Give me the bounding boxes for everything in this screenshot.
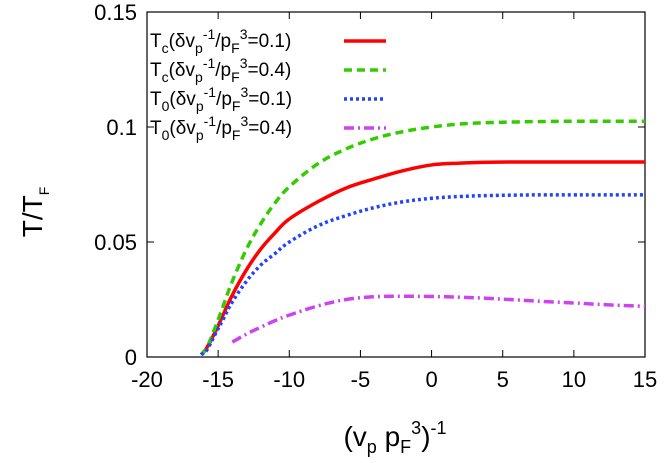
axis-ticks: -20 -15 -10 -5 0 5 10 15 0 0.05 0.1 0.15 xyxy=(94,0,657,392)
series-line-3 xyxy=(199,193,645,357)
plot-frame xyxy=(146,11,646,358)
x-axis-label: (vp pF3)-1 xyxy=(343,418,446,457)
x-tick-label: -10 xyxy=(273,367,305,392)
series-line-1 xyxy=(199,160,645,356)
legend-label-2: Tc(δvp-1/pF3=0.4) xyxy=(150,55,291,85)
y-tick-label: 0 xyxy=(125,345,137,370)
x-tick-label: 5 xyxy=(497,367,509,392)
y-tick-label: 0.05 xyxy=(94,230,137,255)
x-tick-label: 15 xyxy=(633,367,657,392)
legend-label-3: T0(δvp-1/pF3=0.1) xyxy=(150,84,292,114)
x-tick-label: 10 xyxy=(562,367,586,392)
x-tick-label: -5 xyxy=(351,367,371,392)
x-tick-label: 0 xyxy=(425,367,437,392)
y-axis-label: T/TF xyxy=(17,187,52,238)
legend-label-1: Tc(δvp-1/pF3=0.1) xyxy=(150,26,291,56)
y-tick-label: 0.1 xyxy=(106,115,137,140)
legend-label-4: T0(δvp-1/pF3=0.4) xyxy=(150,113,292,143)
y-tick-label: 0.15 xyxy=(94,0,137,25)
series-group xyxy=(199,119,646,357)
legend: Tc(δvp-1/pF3=0.1)Tc(δvp-1/pF3=0.4)T0(δvp… xyxy=(150,26,386,143)
x-tick-label: -20 xyxy=(131,367,163,392)
series-line-2 xyxy=(199,119,645,356)
x-tick-label: -15 xyxy=(202,367,234,392)
series-line-4 xyxy=(231,294,646,344)
